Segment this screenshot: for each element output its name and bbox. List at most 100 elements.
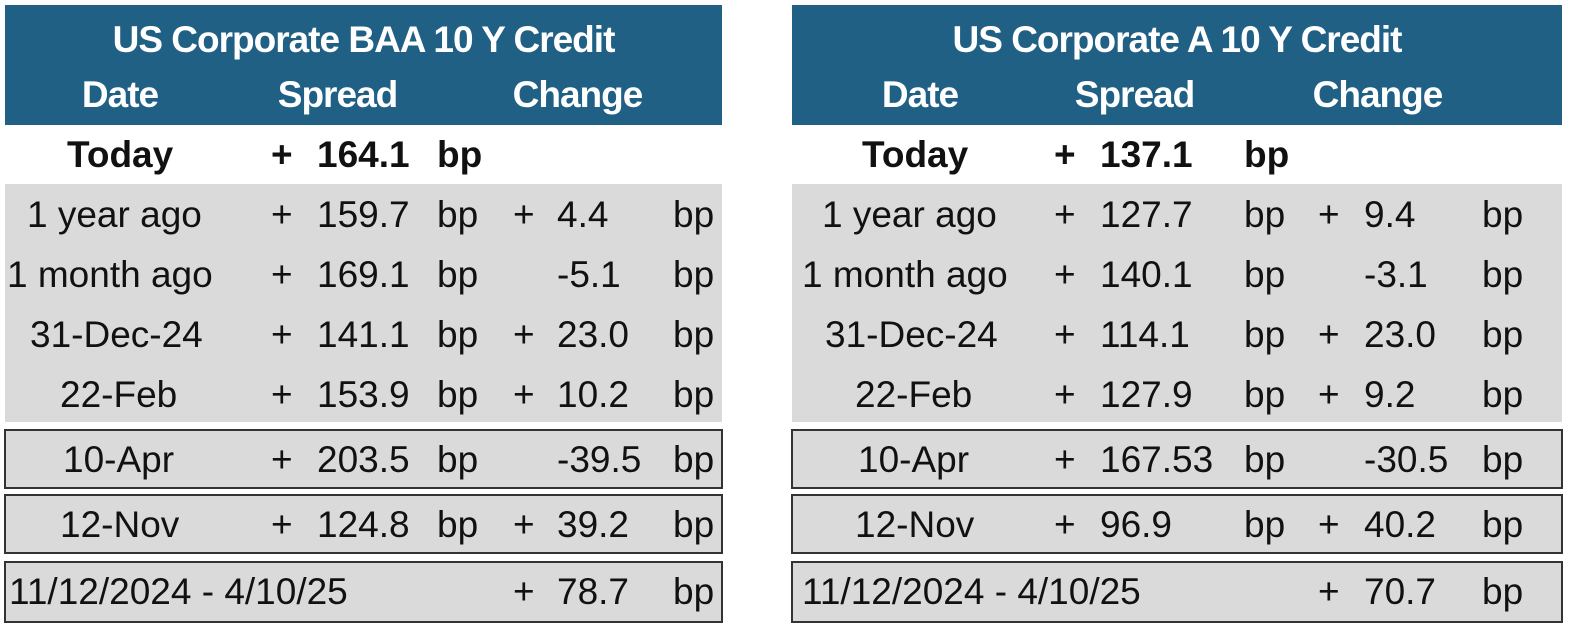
row-spread: 141.1 — [317, 314, 410, 355]
row-unit: bp — [1244, 439, 1286, 480]
row-change-sign: + — [1318, 314, 1340, 355]
row-unit: bp — [437, 194, 479, 235]
row-change-sign: + — [513, 504, 535, 545]
row-spread: 140.1 — [1100, 254, 1193, 295]
row-date: 12-Nov — [855, 504, 975, 545]
history-block — [5, 184, 722, 422]
row-unit: bp — [437, 439, 479, 480]
row-change-sign: + — [513, 194, 535, 235]
row-spread: 203.5 — [317, 439, 410, 480]
row-unit: bp — [1244, 254, 1286, 295]
row-spread: 96.9 — [1100, 504, 1173, 545]
column-header-change: Change — [1312, 74, 1444, 115]
today-unit: bp — [1244, 134, 1290, 175]
row-change: 40.2 — [1364, 504, 1437, 545]
row-change-unit: bp — [673, 571, 715, 612]
history-block — [792, 184, 1562, 422]
row-change-unit: bp — [1482, 314, 1524, 355]
row-unit: bp — [437, 374, 479, 415]
row-sign: + — [271, 439, 293, 480]
today-label: Today — [862, 134, 969, 175]
row-change-unit: bp — [673, 254, 715, 295]
row-change-unit: bp — [1482, 374, 1524, 415]
row-date: 1 month ago — [7, 254, 213, 295]
row-unit: bp — [1244, 374, 1286, 415]
range-label: 11/12/2024 - 4/10/25 — [802, 571, 1141, 612]
row-date: 12-Nov — [60, 504, 180, 545]
row-spread: 153.9 — [317, 374, 410, 415]
row-spread: 167.53 — [1100, 439, 1214, 480]
row-change-sign: + — [1318, 194, 1340, 235]
row-change: -30.5 — [1364, 439, 1449, 480]
row-spread: 127.7 — [1100, 194, 1193, 235]
row-unit: bp — [437, 314, 479, 355]
apr-row-box — [4, 429, 723, 489]
row-change: 70.7 — [1364, 571, 1437, 612]
range-label: 11/12/2024 - 4/10/25 — [9, 571, 348, 612]
row-change: 39.2 — [557, 504, 630, 545]
today-value: 137.1 — [1100, 134, 1193, 175]
row-change-unit: bp — [673, 439, 715, 480]
row-unit: bp — [437, 504, 479, 545]
row-unit: bp — [1244, 504, 1286, 545]
row-change-sign: + — [513, 571, 535, 612]
row-sign: + — [1054, 439, 1076, 480]
row-date: 22-Feb — [855, 374, 973, 415]
row-change-sign: + — [513, 314, 535, 355]
today-label: Today — [67, 134, 174, 175]
table-header: US Corporate A 10 Y Credit — [792, 5, 1562, 125]
today-unit: bp — [437, 134, 483, 175]
row-change-unit: bp — [673, 374, 715, 415]
column-header-change: Change — [512, 74, 644, 115]
row-change-unit: bp — [1482, 194, 1524, 235]
range-row-box — [791, 561, 1563, 623]
row-change: 9.2 — [1364, 374, 1416, 415]
row-sign: + — [271, 314, 293, 355]
row-change-sign: + — [513, 374, 535, 415]
row-change-sign: + — [1318, 504, 1340, 545]
apr-row-box — [791, 429, 1563, 489]
today-sign: + — [271, 134, 293, 175]
row-sign: + — [1054, 194, 1076, 235]
row-change-sign: + — [1318, 571, 1340, 612]
row-change-unit: bp — [673, 504, 715, 545]
nov-row-box — [4, 494, 723, 554]
row-change-unit: bp — [673, 314, 715, 355]
column-header-date: Date — [81, 74, 159, 115]
row-change: 23.0 — [557, 314, 630, 355]
column-header-date: Date — [881, 74, 959, 115]
row-date: 1 month ago — [802, 254, 1008, 295]
column-header-spread: Spread — [1074, 74, 1195, 115]
row-sign: + — [271, 194, 293, 235]
row-change: -39.5 — [557, 439, 642, 480]
row-date: 10-Apr — [858, 439, 970, 480]
row-sign: + — [1054, 374, 1076, 415]
row-spread: 169.1 — [317, 254, 410, 295]
row-change: 78.7 — [557, 571, 630, 612]
row-date: 31-Dec-24 — [30, 314, 203, 355]
column-header-spread: Spread — [277, 74, 398, 115]
row-change-sign: + — [1318, 374, 1340, 415]
row-unit: bp — [1244, 314, 1286, 355]
row-date: 1 year ago — [822, 194, 997, 235]
row-change-unit: bp — [1482, 439, 1524, 480]
row-spread: 159.7 — [317, 194, 410, 235]
table-title: US Corporate BAA 10 Y Credit — [112, 19, 616, 60]
row-change: -5.1 — [557, 254, 621, 295]
today-row: Today + 137.1 bp — [792, 125, 1562, 185]
row-change-unit: bp — [1482, 254, 1524, 295]
today-value: 164.1 — [317, 134, 410, 175]
row-spread: 114.1 — [1100, 314, 1190, 355]
row-sign: + — [271, 374, 293, 415]
row-change: 4.4 — [557, 194, 609, 235]
row-sign: + — [1054, 314, 1076, 355]
row-change-unit: bp — [1482, 504, 1524, 545]
row-unit: bp — [1244, 194, 1286, 235]
row-change-unit: bp — [673, 194, 715, 235]
row-sign: + — [271, 254, 293, 295]
row-change: 23.0 — [1364, 314, 1437, 355]
row-date: 1 year ago — [27, 194, 202, 235]
today-sign: + — [1054, 134, 1076, 175]
row-change: 10.2 — [557, 374, 630, 415]
row-change: 9.4 — [1364, 194, 1416, 235]
